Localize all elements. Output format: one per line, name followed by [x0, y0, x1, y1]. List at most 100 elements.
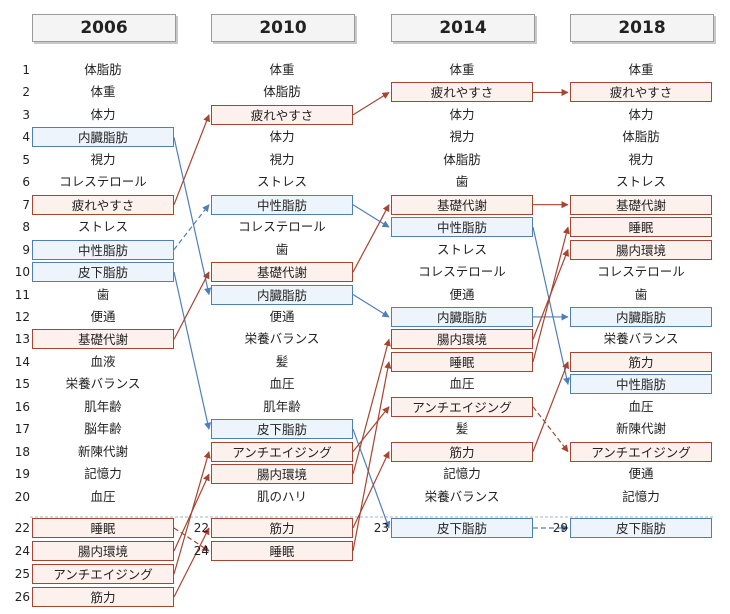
ranking-item: 皮下脂肪 [32, 262, 174, 283]
connector-arrow [173, 271, 212, 430]
connector-arrow [173, 271, 210, 340]
ranking-item: 筋力 [570, 351, 712, 372]
rank-number: 7 [22, 197, 30, 212]
ranking-item: 基礎代謝 [32, 329, 174, 350]
ranking-item: 体力 [90, 106, 116, 122]
rank-number: 14 [14, 354, 30, 369]
ranking-item: 体重 [90, 84, 116, 100]
ranking-item: 基礎代謝 [211, 262, 353, 283]
ranking-item: 体力 [269, 129, 295, 145]
connector-arrow [352, 428, 391, 529]
ranking-item: 新陳代謝 [77, 443, 128, 459]
ranking-item: 睡眠 [32, 518, 174, 538]
connector-arrow [532, 406, 569, 453]
ranking-item: 内臓脂肪 [570, 306, 712, 327]
ranking-item: 腸内環境 [570, 239, 712, 260]
ranking-item: 疲れやすさ [391, 82, 533, 103]
rank-number: 25 [14, 567, 30, 581]
year-header-2010: 2010 [211, 14, 355, 42]
ranking-item: 皮下脂肪 [391, 518, 533, 538]
ranking-item: 栄養バランス [603, 331, 679, 347]
ranking-item: 中性脂肪 [391, 217, 533, 238]
ranking-item: ストレス [256, 174, 307, 190]
connector-arrow [532, 227, 571, 386]
connector-arrow [173, 527, 210, 552]
ranking-item: 体脂肪 [443, 151, 481, 167]
ranking-item: 栄養バランス [65, 376, 141, 392]
ranking-item: 疲れやすさ [211, 104, 353, 125]
ranking-item: 新陳代謝 [615, 421, 666, 437]
rank-number: 17 [14, 422, 30, 437]
ranking-item: 疲れやすさ [570, 82, 712, 103]
ranking-item: 内臓脂肪 [211, 284, 353, 305]
rank-number: 20 [14, 489, 30, 504]
connector-arrow [352, 450, 390, 529]
ranking-item: ストレス [436, 241, 487, 257]
rank-number: 1 [22, 63, 30, 77]
ranking-item: アンチエイジング [32, 564, 174, 584]
ranking-item: 視力 [449, 129, 475, 145]
rank-number: 26 [14, 590, 30, 604]
ranking-item: 歯 [96, 286, 110, 302]
ranking-item: 便通 [449, 286, 475, 302]
year-header-2006: 2006 [32, 14, 176, 42]
rank-number: 24 [14, 544, 30, 558]
ranking-item: 便通 [269, 308, 295, 324]
ranking-item: コレステロール [597, 264, 685, 280]
connector-arrow [173, 114, 211, 205]
rank-number: 13 [14, 332, 30, 347]
rank-number: 8 [22, 220, 30, 235]
ranking-item: コレステロール [59, 174, 147, 190]
ranking-item: 体力 [628, 106, 654, 122]
ranking-item: 視力 [90, 151, 116, 167]
ranking-item: 栄養バランス [244, 331, 320, 347]
ranking-item: 筋力 [32, 587, 174, 607]
connector-arrow [352, 204, 390, 273]
rank-number: 12 [14, 309, 30, 324]
ranking-item: 血圧 [90, 488, 116, 504]
connector-arrow [352, 293, 390, 318]
rank-number: 10 [14, 265, 30, 280]
ranking-item: 記憶力 [443, 466, 481, 482]
connector-arrow [173, 137, 212, 296]
rank-number: 24 [193, 544, 209, 558]
ranking-item: 栄養バランス [424, 488, 500, 504]
connector-arrow [352, 204, 390, 228]
rank-number: 18 [14, 444, 30, 459]
rank-number: 11 [14, 287, 30, 302]
ranking-item: 睡眠 [211, 541, 353, 561]
ranking-item: コレステロール [238, 219, 326, 235]
ranking-item: ストレス [615, 174, 666, 190]
rank-number: 5 [22, 152, 30, 167]
ranking-item: 記憶力 [84, 466, 122, 482]
connector-arrow [352, 91, 390, 116]
ranking-item: 肌のハリ [256, 488, 307, 504]
ranking-item: 肌年齢 [84, 398, 122, 414]
ranking-item: 皮下脂肪 [211, 419, 353, 440]
ranking-item: 視力 [269, 151, 295, 167]
connector-arrow [173, 204, 210, 250]
rank-number: 3 [22, 107, 30, 122]
ranking-item: 肌年齢 [263, 398, 301, 414]
ranking-item: 脳年齢 [84, 421, 122, 437]
rank-number: 23 [373, 521, 389, 535]
ranking-item: 体重 [628, 62, 654, 77]
ranking-item: 血液 [90, 353, 116, 369]
year-header-2018: 2018 [570, 14, 714, 42]
rank-number: 2 [22, 85, 30, 100]
ranking-item: 中性脂肪 [32, 239, 174, 260]
rank-number: 22 [14, 521, 30, 535]
ranking-item: 血圧 [449, 376, 475, 392]
ranking-item: 体重 [449, 62, 475, 77]
ranking-item: 腸内環境 [32, 541, 174, 561]
rank-number: 6 [22, 175, 30, 190]
ranking-item: 体脂肪 [84, 62, 122, 77]
rank-number: 29 [552, 521, 568, 535]
ranking-item: 体脂肪 [622, 129, 660, 145]
rank-number: 4 [22, 130, 30, 145]
ranking-item: 視力 [628, 151, 654, 167]
rank-number: 19 [14, 467, 30, 482]
ranking-item: 腸内環境 [211, 464, 353, 485]
ranking-item: 記憶力 [622, 488, 660, 504]
connector-arrow [352, 406, 390, 453]
